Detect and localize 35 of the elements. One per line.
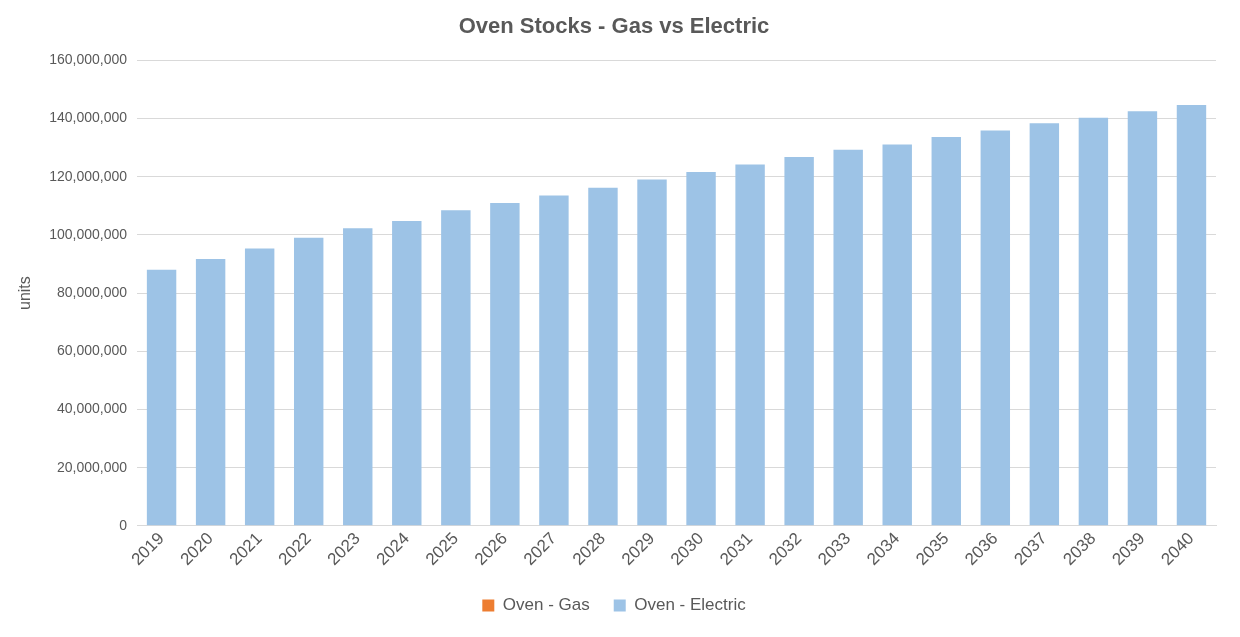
bar xyxy=(588,187,618,526)
bar xyxy=(392,220,422,526)
y-tick-label: 120,000,000 xyxy=(49,167,128,184)
bar xyxy=(441,210,471,526)
bar xyxy=(735,164,765,526)
y-tick-label: 0 xyxy=(119,516,128,533)
y-tick-label: 140,000,000 xyxy=(49,109,128,126)
bar xyxy=(931,136,961,526)
y-tick-label: 20,000,000 xyxy=(56,458,128,475)
y-tick-label: 60,000,000 xyxy=(56,342,128,359)
y-tick-label: 160,000,000 xyxy=(49,51,128,68)
legend-label: Oven - Electric xyxy=(634,595,747,615)
y-axis-title: units xyxy=(16,276,34,311)
y-tick-label: 40,000,000 xyxy=(56,400,128,417)
bar xyxy=(980,130,1011,526)
bar xyxy=(146,269,177,526)
legend-label: Oven - Gas xyxy=(502,595,590,615)
bar xyxy=(882,144,912,526)
bar xyxy=(293,237,324,526)
bar xyxy=(686,172,716,526)
bar xyxy=(195,259,226,526)
bar xyxy=(343,228,373,526)
bar xyxy=(1078,117,1109,526)
y-tick-label: 100,000,000 xyxy=(49,225,128,242)
chart-title: Oven Stocks - Gas vs Electric xyxy=(458,13,770,39)
y-tick-label: 80,000,000 xyxy=(56,283,128,300)
bar xyxy=(637,179,667,526)
bar xyxy=(244,248,275,526)
bar xyxy=(1127,111,1158,526)
bar xyxy=(539,195,569,526)
bar xyxy=(490,202,520,526)
bar xyxy=(1176,104,1207,526)
bar xyxy=(784,156,814,526)
bar xyxy=(833,149,863,526)
bar xyxy=(1029,123,1060,526)
